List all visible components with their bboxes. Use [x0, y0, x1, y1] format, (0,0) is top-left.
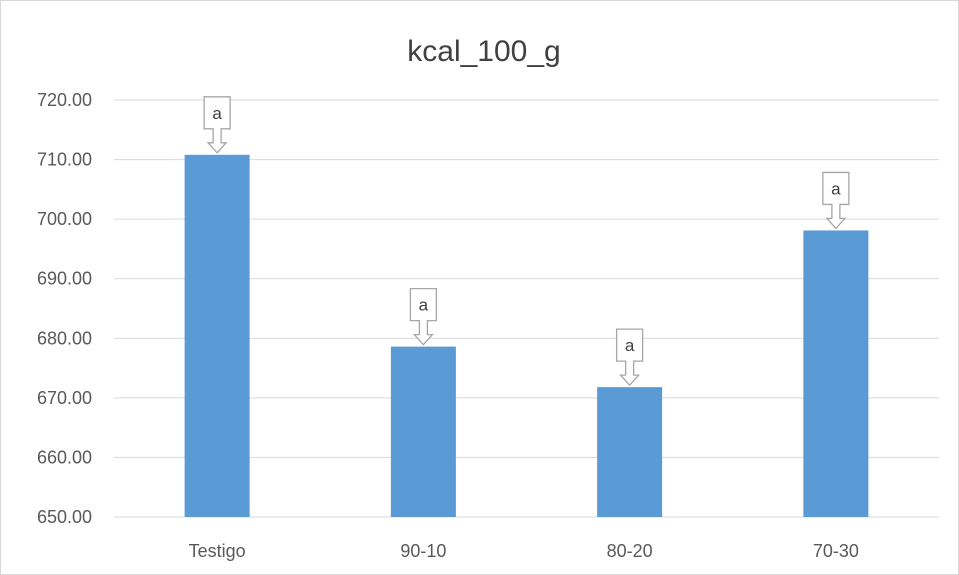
bar — [803, 230, 869, 517]
annotation-callout: a — [409, 287, 438, 346]
annotation-label: a — [212, 104, 222, 123]
significance-annotations: a a a a — [203, 96, 850, 387]
annotation-label: a — [831, 179, 841, 198]
y-tick-label: 680.00 — [37, 328, 92, 348]
callout-arrow-shape — [409, 287, 438, 346]
annotation-callout: a — [203, 96, 231, 154]
callout-arrow-shape — [822, 171, 850, 230]
x-tick-label: 80-20 — [607, 541, 653, 561]
callout-arrow-shape — [615, 328, 644, 387]
bar — [597, 387, 663, 517]
bars — [184, 154, 869, 517]
annotation-callout: a — [822, 171, 850, 230]
y-tick-label: 660.00 — [37, 447, 92, 467]
gridlines — [114, 99, 939, 518]
y-axis-tick-labels: 650.00 660.00 670.00 680.00 690.00 700.00 710.… — [37, 90, 92, 527]
chart-title: kcal_100_g — [407, 35, 560, 68]
x-axis-tick-labels: Testigo 90-10 80-20 70-30 — [189, 541, 859, 561]
callout-arrow-shape — [203, 96, 231, 154]
annotation-label: a — [419, 296, 429, 315]
bar — [184, 154, 250, 517]
x-tick-label: 90-10 — [400, 541, 446, 561]
x-tick-label: Testigo — [189, 541, 246, 561]
y-tick-label: 710.00 — [37, 150, 92, 170]
y-tick-label: 670.00 — [37, 388, 92, 408]
bar — [390, 346, 456, 517]
y-tick-label: 690.00 — [37, 269, 92, 289]
x-tick-label: 70-30 — [813, 541, 859, 561]
y-tick-label: 700.00 — [37, 209, 92, 229]
y-tick-label: 720.00 — [37, 90, 92, 110]
annotation-label: a — [625, 336, 635, 355]
annotation-callout: a — [615, 328, 644, 387]
y-tick-label: 650.00 — [37, 507, 92, 527]
